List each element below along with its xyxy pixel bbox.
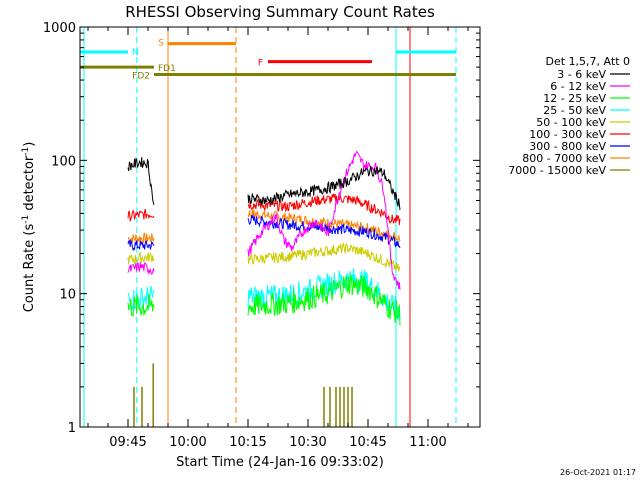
flag-bar-label-f: F [258, 59, 263, 69]
series-5-segment-0 [127, 208, 155, 222]
y-axis-label-prefix: Count Rate (s [22, 224, 37, 313]
y-axis-label: Count Rate (s-1 detector-1) [21, 142, 37, 313]
series-5-segment-1 [247, 193, 401, 226]
series-1-segment-1 [247, 150, 401, 290]
series-8 [128, 363, 353, 428]
legend-label-2: 12 - 25 keV [543, 92, 606, 105]
x-tick-label-4: 10:45 [349, 435, 386, 450]
flag-bar-label-n: N [132, 48, 139, 58]
y-tick-label-0: 1 [68, 421, 76, 436]
series-6-segment-1 [247, 213, 401, 249]
series-0 [127, 157, 401, 211]
y-axis-label-suffix: ) [22, 142, 37, 147]
x-tick-label-2: 10:15 [229, 435, 266, 450]
series-4-segment-0 [127, 251, 155, 265]
legend-label-7: 800 - 7000 keV [522, 152, 606, 165]
x-tick-label-5: 11:00 [409, 435, 446, 450]
axes: 1 10 100 1000 09:45 10:00 10:15 10:30 10:45 11:00 [43, 21, 480, 450]
x-tick-label-1: 10:00 [169, 435, 206, 450]
flag-bar-label-fd2: FD2 [132, 72, 150, 82]
legend-label-3: 25 - 50 keV [543, 104, 606, 117]
legend-header: Det 1,5,7, Att 0 [546, 55, 630, 68]
legend-label-5: 100 - 300 keV [529, 128, 606, 141]
series-6 [127, 213, 401, 252]
legend-label-0: 3 - 6 keV [557, 68, 606, 81]
flag-bar-f: F [258, 59, 372, 69]
x-tick-label-3: 10:30 [289, 435, 326, 450]
y-axis-label-sup1: -1 [21, 215, 31, 224]
y-tick-label-3: 1000 [43, 21, 76, 36]
series-7-segment-0 [127, 232, 155, 245]
timestamp: 26-Oct-2021 01:17 [560, 468, 636, 477]
legend-label-4: 50 - 100 keV [536, 116, 606, 129]
flag-bar-s: S [158, 39, 236, 49]
flag-bar-label-fd1: FD1 [158, 64, 176, 74]
y-tick-label-1: 10 [59, 288, 76, 303]
plot-area: N S F FD1 FD2 [80, 27, 457, 428]
series-2 [127, 274, 401, 326]
series-7-segment-1 [247, 209, 401, 242]
legend-label-8: 7000 - 15000 keV [508, 164, 606, 177]
y-axis-label-mid: detector [22, 155, 37, 215]
x-tick-label-0: 09:45 [109, 435, 146, 450]
flag-bar-label-s: S [158, 39, 164, 49]
chart-title: RHESSI Observing Summary Count Rates [125, 3, 435, 21]
series-0-segment-0 [127, 157, 155, 205]
series-2-segment-0 [127, 293, 155, 318]
series-0-segment-1 [247, 165, 401, 211]
series-5 [127, 193, 401, 226]
flag-bar-fd1: FD1 [80, 64, 176, 74]
plot-frame [79, 26, 481, 428]
series-4-segment-1 [247, 242, 401, 272]
y-axis-label-sup2: -1 [21, 147, 31, 156]
x-axis-label: Start Time (24-Jan-16 09:33:02) [176, 455, 384, 470]
series-6-segment-0 [127, 238, 154, 252]
series-2-segment-1 [247, 274, 401, 326]
flag-bar-fd2: FD2 [132, 72, 456, 82]
legend-label-6: 300 - 800 keV [529, 140, 606, 153]
series-4 [127, 242, 401, 272]
y-tick-label-2: 100 [51, 154, 76, 169]
series-1-segment-0 [127, 262, 155, 276]
legend-label-1: 6 - 12 keV [550, 80, 606, 93]
flag-bar-n: N [80, 48, 456, 58]
